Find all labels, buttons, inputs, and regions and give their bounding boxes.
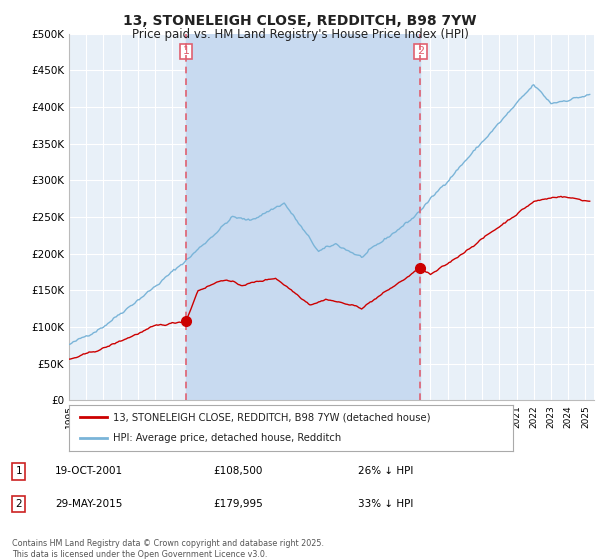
Text: 26% ↓ HPI: 26% ↓ HPI	[358, 466, 413, 477]
Text: £108,500: £108,500	[214, 466, 263, 477]
Text: 1: 1	[16, 466, 22, 477]
Text: Price paid vs. HM Land Registry's House Price Index (HPI): Price paid vs. HM Land Registry's House …	[131, 28, 469, 41]
Text: 2: 2	[16, 499, 22, 509]
Text: 13, STONELEIGH CLOSE, REDDITCH, B98 7YW: 13, STONELEIGH CLOSE, REDDITCH, B98 7YW	[123, 14, 477, 28]
Text: HPI: Average price, detached house, Redditch: HPI: Average price, detached house, Redd…	[113, 433, 341, 444]
Text: 13, STONELEIGH CLOSE, REDDITCH, B98 7YW (detached house): 13, STONELEIGH CLOSE, REDDITCH, B98 7YW …	[113, 412, 431, 422]
Text: 2: 2	[417, 46, 424, 57]
Text: £179,995: £179,995	[214, 499, 263, 509]
Text: 33% ↓ HPI: 33% ↓ HPI	[358, 499, 413, 509]
Bar	[186, 34, 421, 400]
Text: Contains HM Land Registry data © Crown copyright and database right 2025.
This d: Contains HM Land Registry data © Crown c…	[12, 539, 324, 559]
Text: 19-OCT-2001: 19-OCT-2001	[55, 466, 124, 477]
Text: 1: 1	[182, 46, 190, 57]
Text: 29-MAY-2015: 29-MAY-2015	[55, 499, 122, 509]
